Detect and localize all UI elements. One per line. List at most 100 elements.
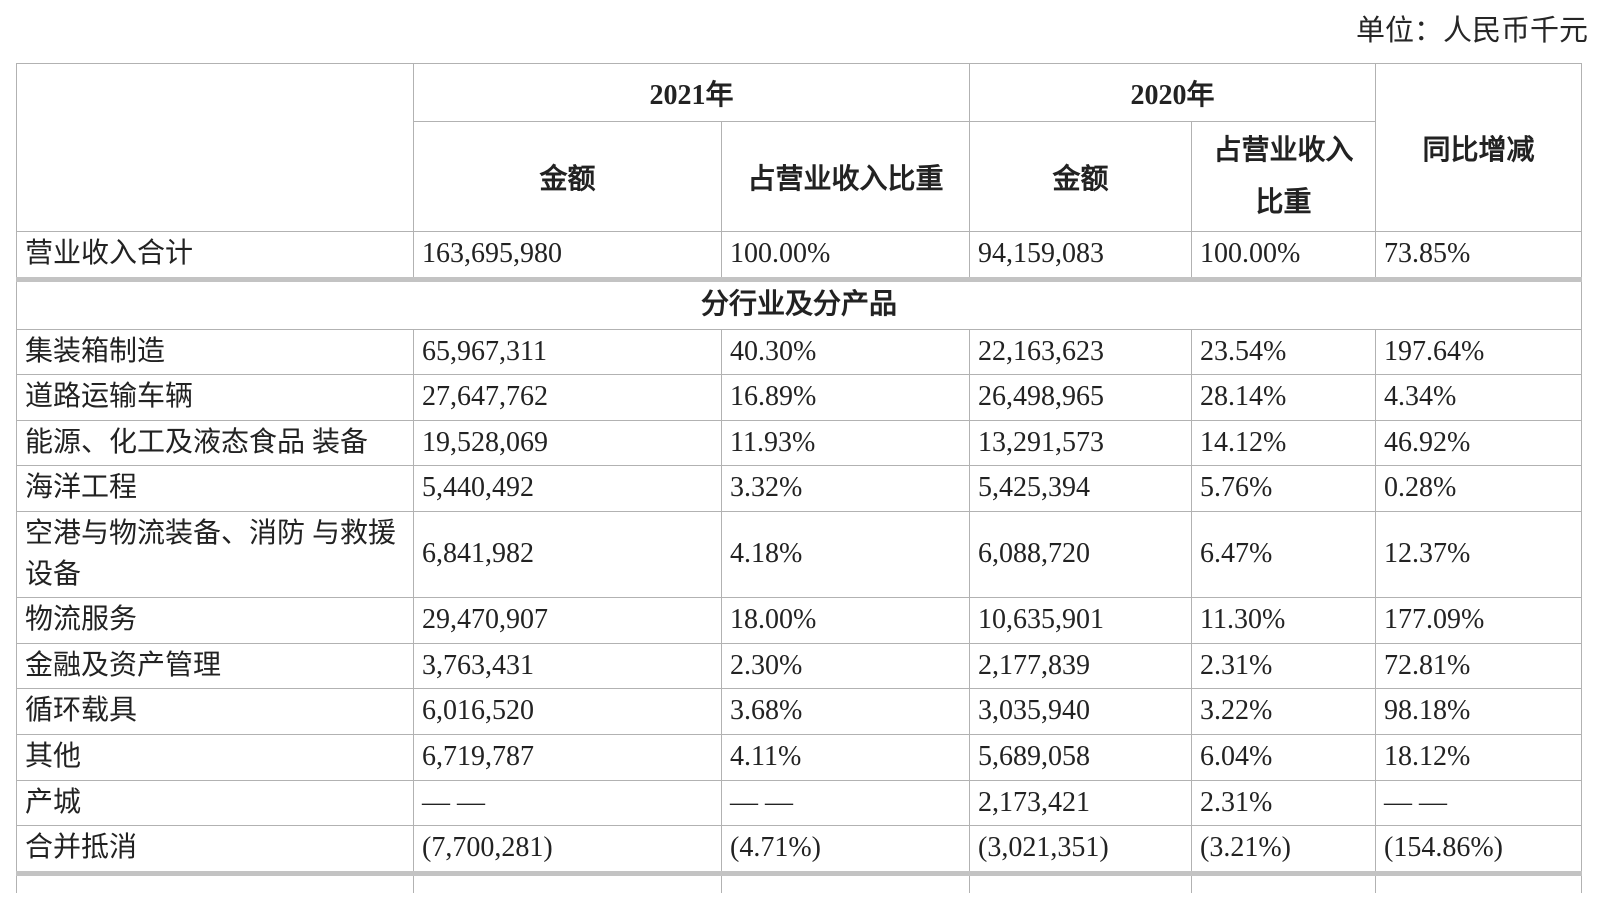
amount-2020-cell: 26,498,965 xyxy=(969,374,1193,421)
table-header-measures: 金额 占营业收入比重 金额 占营业收入 比重 xyxy=(17,121,1582,232)
segment-name-cell: 能源、化工及液态食品 装备 xyxy=(16,419,414,467)
table-row: 营业收入合计 163,695,980 100.00% 94,159,083 100.00… xyxy=(16,231,1583,280)
ratio-2020-cell: (3.21%) xyxy=(1191,825,1377,874)
amount-2021-cell: 29,470,907 xyxy=(413,597,722,644)
yoy-cell: 18.12% xyxy=(1375,733,1583,781)
ratio-2020-cell: 11.30% xyxy=(1191,597,1377,644)
ratio-2021-cell: 4.11% xyxy=(720,733,971,781)
yoy-header: 同比增减 xyxy=(1375,63,1583,232)
ratio-2020-cell: 2.31% xyxy=(1191,642,1377,690)
segment-name-cell: 金融及资产管理 xyxy=(16,642,414,690)
year-2021-header: 2021年 xyxy=(412,63,971,122)
amount-2021-cell: (7,700,281) xyxy=(413,825,722,874)
ratio-2020-cell: 2.31% xyxy=(1191,779,1377,827)
ratio-2021-cell: — — xyxy=(720,779,971,827)
yoy-cell: 0.28% xyxy=(1375,465,1583,512)
cutoff-cell-6 xyxy=(1375,870,1583,894)
segment-name-cell: 循环载具 xyxy=(16,688,414,735)
amount-2020-cell: 6,088,720 xyxy=(969,510,1193,599)
table-row: 其他 6,719,787 4.11% 5,689,058 6.04% 18.12% xyxy=(16,733,1583,781)
amount-2021-cell: 163,695,980 xyxy=(413,231,722,280)
ratio-2021-cell: 40.30% xyxy=(720,328,971,376)
revenue-breakdown-table: 2021年 2020年 同比增减 金额 占营业收入比重 金额 占营业收入 比重 … xyxy=(15,63,1583,894)
segment-name-cell: 营业收入合计 xyxy=(16,231,414,280)
ratio-2021-cell: 18.00% xyxy=(720,597,971,644)
yoy-cell: 12.37% xyxy=(1375,510,1583,599)
section-title-cell: 分行业及分产品 xyxy=(15,276,1583,330)
table-row: 循环载具 6,016,520 3.68% 3,035,940 3.22% 98.18% xyxy=(16,688,1583,735)
amount-2020-cell: 22,163,623 xyxy=(969,328,1193,376)
cutoff-row xyxy=(16,870,1583,894)
table-header: 2021年 2020年 同比增减 金额 占营业收入比重 金额 占营业收入 比重 xyxy=(16,63,1583,232)
table-row: 集装箱制造 65,967,311 40.30% 22,163,623 23.54% 197… xyxy=(16,328,1583,376)
amount-2020-cell: 2,173,421 xyxy=(969,779,1193,827)
amount-2020-cell: 5,689,058 xyxy=(969,733,1193,781)
ratio-2020-cell: 100.00% xyxy=(1191,231,1377,280)
table-row: 产城 — — — —2,173,421 2.31% — — xyxy=(16,779,1583,827)
segment-name-cell: 物流服务 xyxy=(16,597,414,644)
yoy-cell: 197.64% xyxy=(1375,328,1583,376)
amount-2020-cell: 94,159,083 xyxy=(969,231,1193,280)
amount-2020-cell: 3,035,940 xyxy=(969,688,1193,735)
amount-2021-cell: 19,528,069 xyxy=(413,419,722,467)
ratio-2020-header-line1: 占营业收入 xyxy=(1213,134,1354,166)
amount-2020-cell: (3,021,351) xyxy=(969,825,1193,874)
ratio-2020-cell: 5.76% xyxy=(1191,465,1377,512)
amount-2021-header: 金额 xyxy=(413,121,722,232)
table-row: 金融及资产管理 3,763,431 2.30% 2,177,839 2.31% 72.81… xyxy=(16,642,1583,690)
amount-2021-cell: 6,016,520 xyxy=(413,688,722,735)
yoy-cell: 72.81% xyxy=(1375,642,1583,690)
yoy-cell: 98.18% xyxy=(1375,688,1583,735)
amount-2021-cell: 5,440,492 xyxy=(413,465,722,512)
table-row: 道路运输车辆 27,647,762 16.89% 26,498,965 28.14% 4.… xyxy=(16,374,1583,421)
cutoff-cell-3 xyxy=(720,870,971,894)
ratio-2021-header: 占营业收入比重 xyxy=(720,121,971,232)
yoy-cell: 73.85% xyxy=(1375,231,1583,280)
table-header-years: 2021年 2020年 同比增减 xyxy=(16,63,1583,232)
yoy-cell: — — xyxy=(1375,779,1583,827)
ratio-2021-cell: 11.93% xyxy=(720,419,971,467)
ratio-2020-cell: 14.12% xyxy=(1191,419,1377,467)
year-2020-header: 2020年 xyxy=(969,63,1377,122)
section-title-row: 分行业及分产品 xyxy=(15,276,1583,330)
amount-2020-cell: 13,291,573 xyxy=(969,419,1193,467)
segment-name-cell: 集装箱制造 xyxy=(16,328,414,376)
yoy-cell: 4.34% xyxy=(1375,374,1583,421)
table-row: 能源、化工及液态食品 装备 19,528,069 11.93% 13,291,573 1… xyxy=(16,419,1583,467)
yoy-cell: 46.92% xyxy=(1375,419,1583,467)
cutoff-section xyxy=(16,870,1583,894)
yoy-cell: (154.86%) xyxy=(1375,825,1583,874)
total-section: 营业收入合计 163,695,980 100.00% 94,159,083 100.00… xyxy=(16,231,1583,280)
segment-name-cell: 道路运输车辆 xyxy=(16,374,414,421)
ratio-2020-cell: 28.14% xyxy=(1191,374,1377,421)
ratio-2021-cell: 100.00% xyxy=(720,231,971,280)
ratio-2021-cell: 2.30% xyxy=(720,642,971,690)
section-title-body: 分行业及分产品 xyxy=(15,276,1583,330)
amount-2020-cell: 5,425,394 xyxy=(969,465,1193,512)
segment-name-cell: 合并抵消 xyxy=(16,825,414,874)
cutoff-cell-1 xyxy=(16,870,414,894)
amount-2021-cell: 3,763,431 xyxy=(413,642,722,690)
amount-2021-cell: 6,719,787 xyxy=(413,733,722,781)
table-row: 海洋工程 5,440,492 3.32% 5,425,394 5.76% 0.28% xyxy=(16,465,1583,512)
ratio-2021-cell: 3.68% xyxy=(720,688,971,735)
table-row: 空港与物流装备、消防 与救援设备 6,841,982 4.18% 6,088,720 6… xyxy=(16,510,1583,599)
amount-2020-cell: 10,635,901 xyxy=(969,597,1193,644)
amount-2020-header: 金额 xyxy=(969,121,1193,232)
segment-name-cell: 海洋工程 xyxy=(16,465,414,512)
table-row: 合并抵消 (7,700,281) (4.71%) (3,021,351) (3.21%)… xyxy=(16,825,1583,874)
unit-label: 单位：人民币千元 xyxy=(1355,15,1588,47)
cutoff-cell-5 xyxy=(1191,870,1377,894)
ratio-2020-header: 占营业收入 比重 xyxy=(1191,121,1377,232)
ratio-2021-cell: 3.32% xyxy=(720,465,971,512)
amount-2020-cell: 2,177,839 xyxy=(969,642,1193,690)
cutoff-cell-4 xyxy=(969,870,1193,894)
corner-cell xyxy=(16,63,414,232)
yoy-cell: 177.09% xyxy=(1375,597,1583,644)
ratio-2021-cell: 4.18% xyxy=(720,510,971,599)
amount-2021-cell: 27,647,762 xyxy=(413,374,722,421)
ratio-2020-cell: 6.47% xyxy=(1191,510,1377,599)
segment-name-cell: 空港与物流装备、消防 与救援设备 xyxy=(16,510,414,599)
amount-2021-cell: — — xyxy=(413,779,722,827)
